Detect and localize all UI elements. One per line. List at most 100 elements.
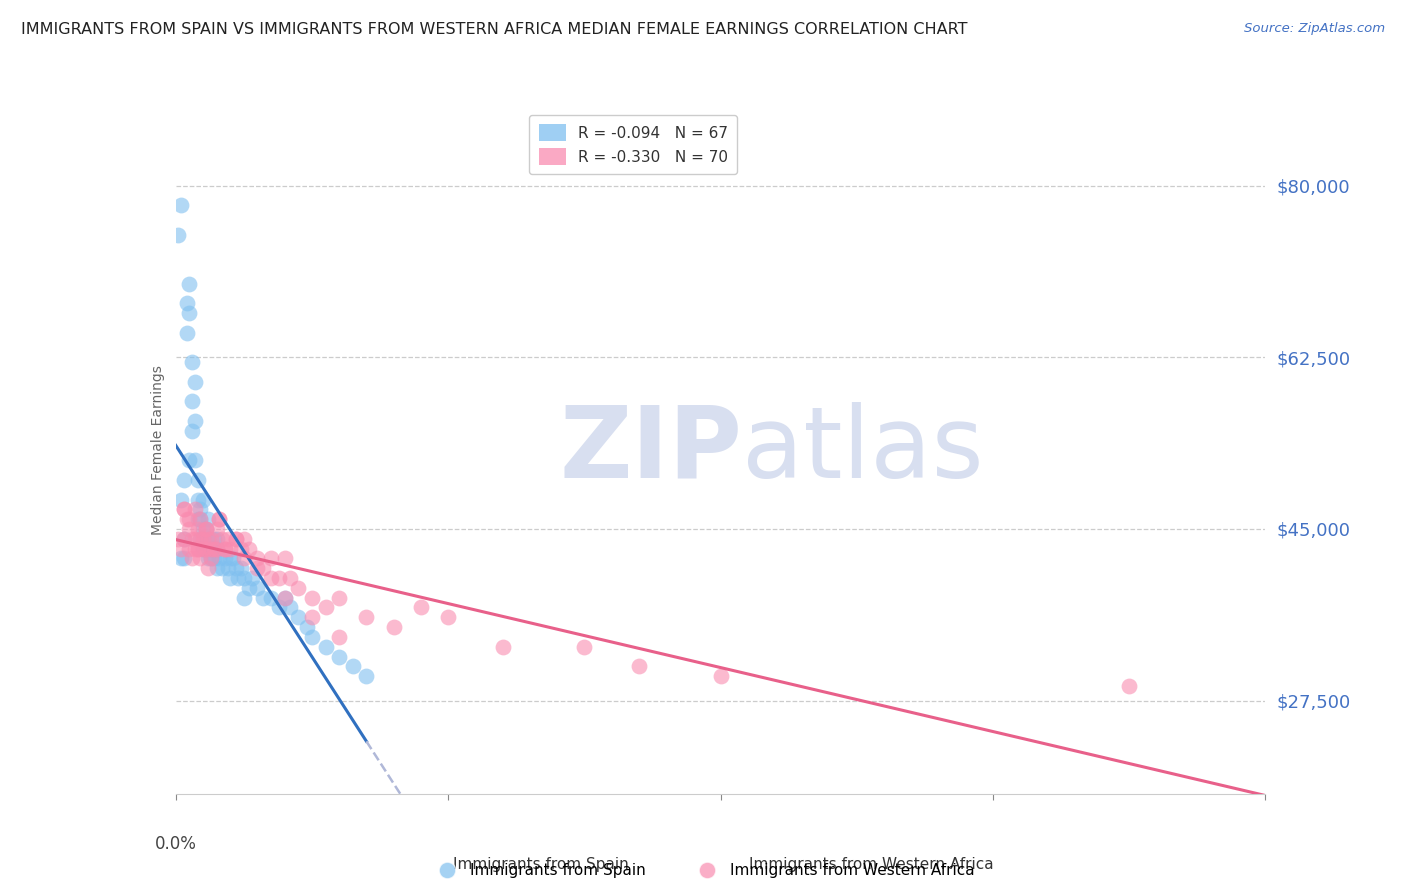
- Point: [240, 571, 263, 585]
- Point: [202, 541, 225, 556]
- Point: [184, 541, 207, 556]
- Point: [295, 620, 318, 634]
- Point: [179, 277, 201, 291]
- Point: [170, 551, 193, 566]
- Point: [181, 532, 204, 546]
- Point: [217, 532, 239, 546]
- Point: [188, 532, 211, 546]
- Point: [208, 512, 231, 526]
- Y-axis label: Median Female Earnings: Median Female Earnings: [150, 366, 165, 535]
- Point: [1118, 679, 1140, 693]
- Point: [260, 571, 283, 585]
- Point: [176, 326, 198, 340]
- Point: [287, 581, 309, 595]
- Point: [194, 522, 217, 536]
- Point: [173, 502, 195, 516]
- Point: [186, 492, 209, 507]
- Point: [194, 541, 217, 556]
- Point: [232, 532, 254, 546]
- Point: [200, 541, 222, 556]
- Text: ZIP: ZIP: [560, 402, 742, 499]
- Point: [197, 532, 219, 546]
- Point: [219, 541, 242, 556]
- Point: [191, 522, 214, 536]
- Text: 0.0%: 0.0%: [155, 835, 197, 853]
- Point: [232, 591, 254, 605]
- Point: [301, 591, 323, 605]
- Point: [184, 375, 207, 389]
- Point: [219, 551, 242, 566]
- Point: [186, 541, 209, 556]
- Point: [274, 591, 297, 605]
- Point: [232, 571, 254, 585]
- Point: [173, 473, 195, 487]
- Point: [197, 532, 219, 546]
- Point: [260, 551, 283, 566]
- Point: [269, 571, 291, 585]
- Point: [260, 591, 283, 605]
- Point: [211, 561, 233, 575]
- Point: [197, 512, 219, 526]
- Point: [574, 640, 596, 654]
- Point: [179, 306, 201, 320]
- Point: [191, 532, 214, 546]
- Point: [194, 541, 217, 556]
- Point: [170, 198, 193, 212]
- Point: [188, 512, 211, 526]
- Point: [710, 669, 733, 683]
- Point: [214, 551, 236, 566]
- Point: [188, 532, 211, 546]
- Point: [225, 532, 247, 546]
- Text: Source: ZipAtlas.com: Source: ZipAtlas.com: [1244, 22, 1385, 36]
- Text: Immigrants from Spain: Immigrants from Spain: [454, 857, 630, 872]
- Point: [205, 561, 228, 575]
- Point: [328, 649, 350, 664]
- Point: [170, 541, 193, 556]
- Point: [205, 541, 228, 556]
- Point: [246, 551, 269, 566]
- Point: [184, 414, 207, 428]
- Point: [231, 541, 253, 556]
- Point: [188, 551, 211, 566]
- Point: [238, 541, 260, 556]
- Point: [173, 532, 195, 546]
- Point: [356, 669, 378, 683]
- Point: [315, 640, 337, 654]
- Point: [197, 561, 219, 575]
- Point: [194, 522, 217, 536]
- Point: [200, 551, 222, 566]
- Point: [179, 522, 201, 536]
- Point: [278, 600, 301, 615]
- Point: [181, 551, 204, 566]
- Point: [217, 561, 239, 575]
- Point: [246, 581, 269, 595]
- Text: Immigrants from Western Africa: Immigrants from Western Africa: [749, 857, 994, 872]
- Point: [197, 551, 219, 566]
- Point: [194, 522, 217, 536]
- Point: [315, 600, 337, 615]
- Point: [356, 610, 378, 624]
- Point: [202, 532, 225, 546]
- Point: [205, 522, 228, 536]
- Point: [181, 355, 204, 369]
- Point: [492, 640, 515, 654]
- Point: [278, 571, 301, 585]
- Point: [200, 541, 222, 556]
- Point: [231, 561, 253, 575]
- Point: [252, 561, 274, 575]
- Point: [186, 541, 209, 556]
- Point: [225, 532, 247, 546]
- Point: [191, 541, 214, 556]
- Point: [382, 620, 405, 634]
- Point: [211, 532, 233, 546]
- Point: [287, 610, 309, 624]
- Point: [252, 591, 274, 605]
- Point: [228, 571, 250, 585]
- Point: [176, 296, 198, 310]
- Point: [208, 512, 231, 526]
- Point: [409, 600, 432, 615]
- Point: [173, 502, 195, 516]
- Point: [222, 551, 245, 566]
- Point: [186, 473, 209, 487]
- Point: [246, 561, 269, 575]
